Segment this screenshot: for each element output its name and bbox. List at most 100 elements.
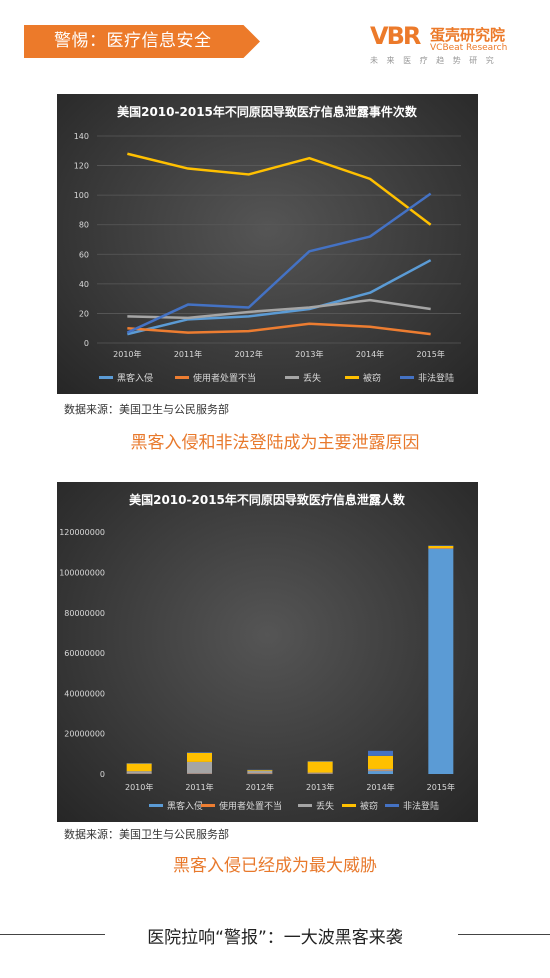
legend-swatch-loss	[285, 376, 299, 379]
legend-swatch-theft	[345, 376, 359, 379]
legend-swatch-hack	[149, 804, 163, 807]
y-tick-label: 120000000	[59, 528, 105, 537]
bar-segment-unauth	[307, 761, 333, 762]
legend-swatch-theft	[342, 804, 356, 807]
bar-segment-theft	[187, 752, 212, 762]
bar-segment-misuse	[187, 772, 212, 774]
header-banner: 警惕：医疗信息安全	[24, 25, 260, 58]
logo-name: 蛋壳研究院	[430, 26, 506, 44]
bar-segment-theft	[247, 769, 273, 771]
x-tick-label: 2014年	[356, 349, 384, 359]
bar-segment-misuse	[247, 773, 273, 774]
x-tick-label: 2014年	[366, 782, 394, 792]
y-tick-label: 0	[84, 339, 89, 348]
affected-people-bar-chart: 美国2010-2015年不同原因导致医疗信息泄露人数 0 20000000 40000…	[57, 482, 478, 822]
caption-1: 黑客入侵和非法登陆成为主要泄露原因	[130, 433, 420, 453]
y-tick-label: 40000000	[64, 689, 105, 698]
series-line-loss	[127, 298, 431, 320]
caption-2: 黑客入侵已经成为最大威胁	[173, 856, 377, 876]
bar-segment-hack	[187, 773, 212, 774]
vcbeat-logo: VBR 蛋壳研究院 VCBeat Research 未 来 医 疗 趋 势 研 …	[370, 22, 520, 67]
x-tick-label: 2012年	[234, 349, 262, 359]
legend-label-hack: 黑客入侵	[117, 372, 153, 384]
x-tick-label: 2011年	[174, 349, 202, 359]
x-tick-label: 2015年	[427, 782, 455, 792]
bar-segment-theft	[428, 545, 454, 549]
x-tick-label: 2015年	[416, 349, 444, 359]
series-line-hack	[127, 259, 432, 336]
bar-segment-unauth	[368, 750, 393, 756]
x-tick-label: 2010年	[125, 782, 153, 792]
footer-title-text: 医院拉响“警报”：一大波黑客来袭	[139, 928, 411, 948]
legend-swatch-misuse	[201, 804, 215, 807]
chart-title: 美国2010-2015年不同原因导致医疗信息泄露事件次数	[117, 104, 418, 119]
bar-segment-loss	[247, 770, 273, 774]
footer-title: 医院拉响“警报”：一大波黑客来袭	[0, 923, 550, 948]
y-tick-label: 140	[74, 132, 89, 141]
y-tick-label: 60	[79, 250, 89, 259]
bar-segment-theft	[126, 763, 152, 772]
bar-segment-hack	[428, 548, 454, 774]
x-tick-label: 2010年	[113, 349, 141, 359]
source-note-2: 数据来源：美国卫生与公民服务部	[64, 828, 229, 841]
y-tick-label: 80	[79, 221, 89, 230]
logo-slogan: 未 来 医 疗 趋 势 研 究	[370, 56, 497, 65]
logo-mark: VBR	[370, 22, 421, 50]
x-tick-label: 2013年	[306, 782, 334, 792]
source-note-1: 数据来源：美国卫生与公民服务部	[64, 403, 229, 416]
incident-count-line-chart: 美国2010-2015年不同原因导致医疗信息泄露事件次数 0 20 40 60 80 100…	[57, 94, 478, 394]
y-tick-label: 120	[74, 162, 89, 171]
legend-label-loss: 丢失	[303, 372, 321, 384]
y-tick-label: 60000000	[64, 649, 105, 658]
bar-segment-unauth	[247, 769, 273, 771]
logo-en: VCBeat Research	[430, 43, 508, 53]
y-tick-label: 40	[79, 280, 89, 289]
legend-swatch-hack	[99, 376, 113, 379]
series-line-unauth	[126, 192, 432, 334]
bar-segment-theft	[368, 755, 393, 769]
legend-label-misuse: 使用者处置不当	[193, 372, 256, 384]
y-tick-label: 100000000	[59, 568, 105, 577]
bar-chart-svg: 美国2010-2015年不同原因导致医疗信息泄露人数 0 20000000 40000…	[59, 492, 455, 812]
y-tick-label: 20	[79, 309, 89, 318]
y-tick-label: 80000000	[64, 609, 105, 618]
series-line-misuse	[127, 322, 431, 336]
bar-segment-theft	[307, 761, 333, 773]
legend-label-misuse: 使用者处置不当	[219, 800, 282, 812]
legend-swatch-unauth	[400, 376, 414, 379]
bar-segment-hack	[126, 773, 152, 774]
footer-divider-right	[458, 934, 550, 935]
legend-label-unauth: 非法登陆	[418, 372, 454, 384]
bar-segment-hack	[307, 773, 333, 774]
y-tick-label: 0	[100, 770, 105, 779]
bar-segment-loss	[368, 768, 393, 771]
bar-segment-loss	[126, 771, 152, 774]
legend-label-unauth: 非法登陆	[403, 800, 439, 812]
legend-swatch-loss	[298, 804, 312, 807]
bar-segment-unauth	[126, 763, 152, 764]
legend-label-theft: 被窃	[363, 372, 381, 384]
x-tick-label: 2012年	[246, 782, 274, 792]
bar-segment-loss	[428, 548, 454, 549]
x-tick-label: 2011年	[185, 782, 213, 792]
bar-segment-unauth	[187, 752, 212, 753]
chart-title: 美国2010-2015年不同原因导致医疗信息泄露人数	[129, 492, 406, 507]
legend-swatch-misuse	[175, 376, 189, 379]
bar-segment-misuse	[126, 773, 152, 774]
legend-label-loss: 丢失	[316, 800, 334, 812]
legend-swatch-unauth	[385, 804, 399, 807]
y-tick-label: 20000000	[64, 730, 105, 739]
x-tick-label: 2013年	[295, 349, 323, 359]
bar-segment-misuse	[368, 770, 393, 772]
bar-segment-loss	[187, 761, 212, 773]
legend-label-hack: 黑客入侵	[167, 800, 203, 812]
bar-segment-misuse	[428, 548, 454, 549]
legend-label-theft: 被窃	[360, 800, 378, 812]
footer-divider-left	[0, 934, 105, 935]
series-line-theft	[127, 152, 432, 226]
bar-segment-unauth	[428, 545, 454, 546]
bar-segment-misuse	[307, 773, 333, 774]
bar-segment-hack	[368, 770, 393, 774]
line-chart-svg: 美国2010-2015年不同原因导致医疗信息泄露事件次数 0 20 40 60 80 100…	[74, 104, 461, 384]
bar-segment-loss	[307, 772, 333, 774]
